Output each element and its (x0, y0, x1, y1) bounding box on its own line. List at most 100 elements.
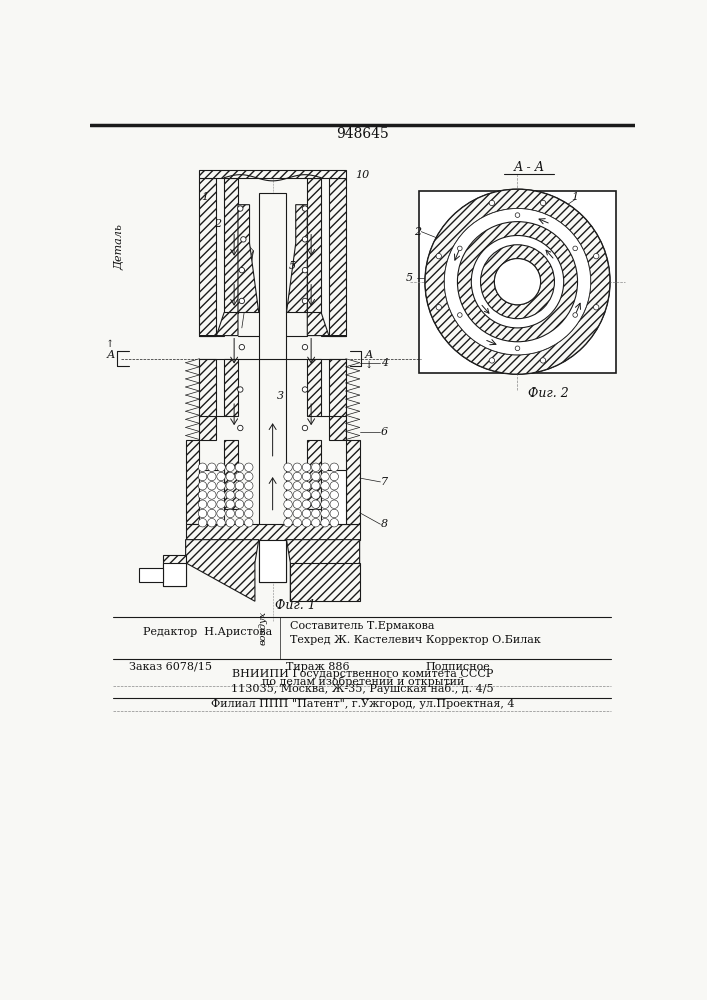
Circle shape (199, 509, 207, 518)
Circle shape (321, 518, 329, 527)
Circle shape (208, 500, 216, 508)
Circle shape (238, 425, 243, 431)
Circle shape (226, 472, 235, 481)
Circle shape (593, 305, 599, 310)
Wedge shape (457, 222, 578, 342)
Circle shape (321, 472, 329, 481)
Text: А: А (107, 350, 115, 360)
Bar (308, 440, 321, 509)
Circle shape (330, 491, 339, 499)
Circle shape (284, 491, 292, 499)
Text: Деталь: Деталь (115, 224, 124, 270)
Text: Техред Ж. Кастелевич Корректор О.Билак: Техред Ж. Кастелевич Корректор О.Билак (291, 635, 541, 645)
Circle shape (199, 472, 207, 481)
Circle shape (312, 491, 320, 499)
Circle shape (540, 200, 546, 206)
Bar (291, 563, 360, 601)
Text: 1: 1 (572, 192, 579, 202)
Circle shape (321, 482, 329, 490)
Text: 2: 2 (414, 227, 421, 237)
Circle shape (293, 472, 301, 481)
Circle shape (217, 491, 226, 499)
Circle shape (293, 482, 301, 490)
Circle shape (226, 463, 235, 472)
Circle shape (293, 463, 301, 472)
Circle shape (303, 344, 308, 350)
Circle shape (217, 518, 226, 527)
Bar (308, 178, 321, 312)
Circle shape (425, 189, 610, 374)
Circle shape (494, 259, 541, 305)
Polygon shape (199, 312, 238, 336)
Circle shape (284, 472, 292, 481)
Bar (186, 524, 360, 540)
Text: А - А: А - А (513, 161, 544, 174)
Text: 948645: 948645 (337, 127, 389, 141)
Circle shape (226, 518, 235, 527)
Circle shape (245, 491, 253, 499)
Circle shape (240, 237, 246, 242)
Circle shape (457, 313, 462, 317)
Circle shape (284, 518, 292, 527)
Text: ↓: ↓ (365, 360, 373, 369)
Circle shape (303, 463, 311, 472)
Polygon shape (286, 205, 308, 312)
Circle shape (235, 491, 244, 499)
Circle shape (208, 509, 216, 518)
Circle shape (489, 200, 495, 206)
Text: 3: 3 (276, 391, 284, 401)
Circle shape (540, 358, 546, 363)
Circle shape (321, 500, 329, 508)
Bar (199, 170, 346, 178)
Circle shape (217, 509, 226, 518)
Circle shape (303, 472, 311, 481)
Circle shape (245, 472, 253, 481)
Circle shape (303, 206, 308, 211)
Circle shape (239, 344, 245, 350)
Text: ВНИИПИ Государственного комитета СССР: ВНИИПИ Государственного комитета СССР (232, 669, 493, 679)
Bar (259, 193, 286, 582)
Circle shape (208, 463, 216, 472)
Circle shape (330, 509, 339, 518)
Circle shape (239, 267, 245, 273)
Circle shape (226, 509, 235, 518)
Circle shape (217, 463, 226, 472)
Circle shape (284, 500, 292, 508)
Circle shape (245, 509, 253, 518)
Circle shape (573, 246, 578, 251)
Circle shape (235, 509, 244, 518)
Text: по делам изобретений и открытий: по делам изобретений и открытий (262, 676, 464, 687)
Circle shape (235, 482, 244, 490)
Bar (329, 359, 346, 440)
Circle shape (573, 313, 578, 317)
Bar (199, 470, 224, 524)
Circle shape (330, 472, 339, 481)
Circle shape (235, 500, 244, 508)
Circle shape (235, 518, 244, 527)
Bar (259, 540, 286, 582)
Circle shape (238, 387, 243, 392)
Circle shape (199, 518, 207, 527)
Text: 5: 5 (288, 261, 296, 271)
Circle shape (199, 491, 207, 499)
Circle shape (303, 387, 308, 392)
Circle shape (226, 482, 235, 490)
Bar (139, 568, 163, 582)
Text: Заказ 6078/15: Заказ 6078/15 (129, 662, 211, 672)
Circle shape (217, 472, 226, 481)
Bar (224, 440, 238, 509)
Circle shape (245, 500, 253, 508)
Text: 5: 5 (406, 273, 414, 283)
Text: А: А (365, 350, 373, 360)
Polygon shape (308, 312, 346, 336)
Circle shape (303, 267, 308, 273)
Circle shape (245, 463, 253, 472)
Circle shape (312, 463, 320, 472)
Circle shape (208, 472, 216, 481)
Circle shape (235, 472, 244, 481)
Circle shape (239, 298, 245, 304)
Text: 2: 2 (214, 219, 221, 229)
Bar (224, 359, 238, 416)
Wedge shape (425, 189, 610, 374)
Bar (308, 359, 321, 416)
